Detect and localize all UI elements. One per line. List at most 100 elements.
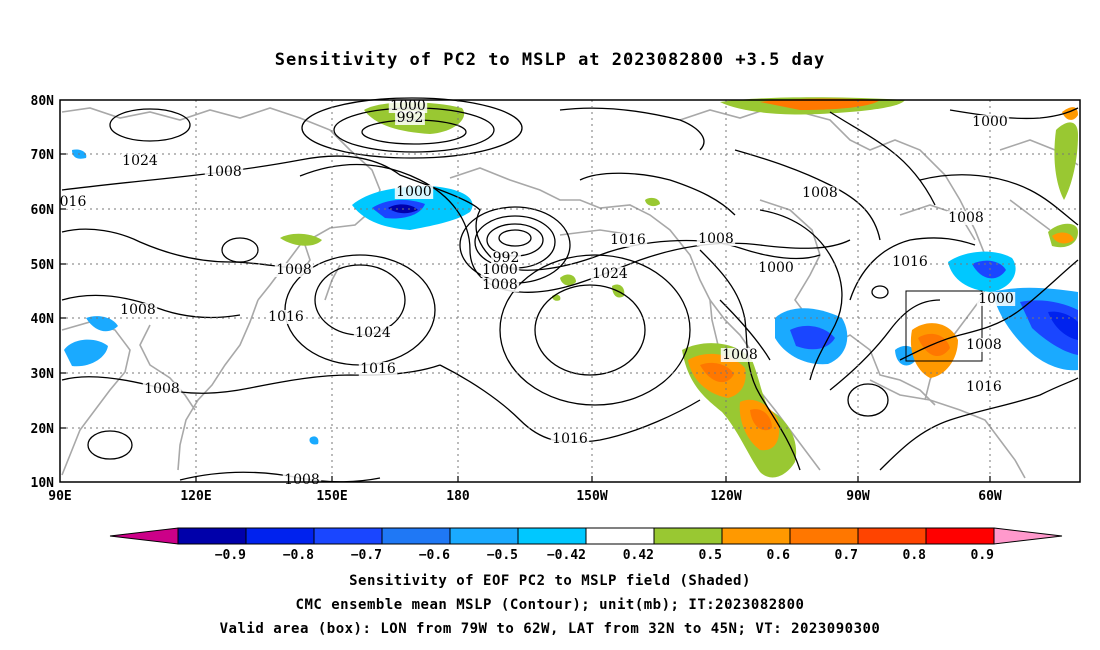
colorbar-low-triangle bbox=[109, 527, 179, 545]
lon-labels: 90E 120E 150E 180 150W 120W 90W 60W bbox=[48, 489, 1002, 504]
contour-label: 1016 bbox=[360, 361, 396, 377]
contour-label: 1000 bbox=[978, 291, 1014, 307]
map-frame bbox=[59, 99, 1081, 483]
colorbar-swatch bbox=[177, 527, 247, 545]
contour-label-bg bbox=[480, 263, 520, 277]
contour-label: 1000 bbox=[482, 262, 518, 278]
lon-label-180: 180 bbox=[446, 489, 470, 504]
contour-label: 1024 bbox=[355, 325, 391, 341]
contour-label: 1000 bbox=[390, 98, 426, 114]
colorbar-tick-label: 0.7 bbox=[835, 548, 858, 563]
contour-label: 992 bbox=[397, 110, 424, 126]
contour-label-bg bbox=[946, 211, 986, 225]
lon-label-150w: 150W bbox=[576, 489, 607, 504]
contour-label-bg bbox=[204, 165, 244, 179]
contour-label-bg bbox=[58, 195, 88, 209]
contour-label: 1008 bbox=[144, 381, 180, 397]
lon-label-150e: 150E bbox=[316, 489, 347, 504]
contour-label-bg bbox=[282, 473, 322, 487]
contour-label: 1008 bbox=[276, 262, 312, 278]
contour-label-bg bbox=[480, 278, 520, 292]
contour-label-bg bbox=[756, 261, 796, 275]
colorbar-swatch bbox=[517, 527, 587, 545]
lon-label-120e: 120E bbox=[180, 489, 211, 504]
contour-label-bg bbox=[590, 267, 630, 281]
lat-label-10n: 10N bbox=[31, 476, 55, 491]
colorbar: −0.9 −0.8 −0.7 −0.6 −0.5 −0.42 0.42 0.5 0.6 0.7 0.… bbox=[109, 527, 1063, 563]
contour-label: 1008 bbox=[948, 210, 984, 226]
contour-label: 1000 bbox=[972, 114, 1008, 130]
contour-label: 1008 bbox=[802, 185, 838, 201]
colorbar-tick-label: −0.9 bbox=[215, 548, 246, 563]
colorbar-swatch bbox=[789, 527, 859, 545]
tick-marks bbox=[60, 153, 991, 482]
lon-label-60w: 60W bbox=[978, 489, 1002, 504]
contour-label: 1008 bbox=[698, 231, 734, 247]
lat-labels: 80N 70N 60N 50N 40N 30N 20N 10N bbox=[31, 94, 55, 491]
contour-label: 1024 bbox=[592, 266, 628, 282]
contour-label: 1000 bbox=[396, 184, 432, 200]
caption-shaded: Sensitivity of EOF PC2 to MSLP field (Sh… bbox=[349, 573, 751, 589]
contour-label-bg bbox=[608, 233, 648, 247]
colorbar-swatch bbox=[653, 527, 723, 545]
colorbar-tick-label: 0.42 bbox=[623, 548, 654, 563]
chart-title: Sensitivity of PC2 to MSLP at 2023082800… bbox=[274, 50, 826, 70]
contour-label-bg bbox=[720, 348, 760, 362]
colorbar-swatch bbox=[857, 527, 927, 545]
lon-label-90e: 90E bbox=[48, 489, 71, 504]
contour-label-bg bbox=[388, 99, 428, 113]
colorbar-tick-label: 0.5 bbox=[699, 548, 722, 563]
contour-label: 1016 bbox=[610, 232, 646, 248]
colorbar-tick-label: −0.8 bbox=[283, 548, 314, 563]
contour-label: 1016 bbox=[966, 379, 1002, 395]
contour-label: 1016 bbox=[268, 309, 304, 325]
lat-label-60n: 60N bbox=[31, 203, 55, 218]
contour-label: 1008 bbox=[206, 164, 242, 180]
colorbar-swatch bbox=[313, 527, 383, 545]
lon-label-90w: 90W bbox=[846, 489, 870, 504]
contour-label-bg bbox=[976, 292, 1016, 306]
contour-label: 1016 bbox=[892, 254, 928, 270]
contour-label-bg bbox=[491, 251, 521, 265]
contour-label-bg bbox=[964, 380, 1004, 394]
colorbar-swatch bbox=[585, 527, 655, 545]
lat-label-50n: 50N bbox=[31, 258, 55, 273]
contour-label-bg bbox=[353, 326, 393, 340]
colorbar-high-triangle bbox=[993, 527, 1063, 545]
contour-label-bg bbox=[800, 186, 840, 200]
lat-label-30n: 30N bbox=[31, 367, 55, 382]
colorbar-swatch bbox=[721, 527, 791, 545]
contour-label-bg bbox=[118, 303, 158, 317]
contour-label-bg bbox=[358, 362, 398, 376]
contour-label: 1008 bbox=[120, 302, 156, 318]
colorbar-swatch bbox=[449, 527, 519, 545]
contour-label-bg bbox=[696, 232, 736, 246]
contour-label: 1024 bbox=[122, 153, 158, 169]
colorbar-tick-label: −0.7 bbox=[351, 548, 382, 563]
lat-label-80n: 80N bbox=[31, 94, 55, 109]
contour-label-bg bbox=[964, 338, 1004, 352]
contour-label: 016 bbox=[60, 194, 87, 210]
contour-label: 1008 bbox=[722, 347, 758, 363]
contour-label-bg bbox=[395, 111, 425, 125]
contour-label: 1008 bbox=[966, 337, 1002, 353]
contour-label: 1008 bbox=[284, 472, 320, 488]
contour-label-bg bbox=[274, 263, 314, 277]
contour-label-bg bbox=[970, 115, 1010, 129]
contour-label-bg bbox=[142, 382, 182, 396]
lat-label-40n: 40N bbox=[31, 312, 55, 327]
colorbar-tick-label: 0.6 bbox=[767, 548, 791, 563]
lat-label-70n: 70N bbox=[31, 148, 55, 163]
contour-label: 1008 bbox=[482, 277, 518, 293]
gridlines bbox=[60, 100, 1080, 482]
colorbar-tick-label: 0.8 bbox=[903, 548, 927, 563]
colorbar-swatch bbox=[245, 527, 315, 545]
caption-valid-area: Valid area (box): LON from 79W to 62W, L… bbox=[219, 621, 881, 637]
colorbar-tick-label: 0.9 bbox=[971, 548, 994, 563]
contour-label-bg bbox=[394, 185, 434, 199]
contour-label-bg bbox=[890, 255, 930, 269]
colorbar-swatch bbox=[925, 527, 995, 545]
contour-label: 992 bbox=[493, 250, 520, 266]
colorbar-tick-label: −0.6 bbox=[419, 548, 450, 563]
